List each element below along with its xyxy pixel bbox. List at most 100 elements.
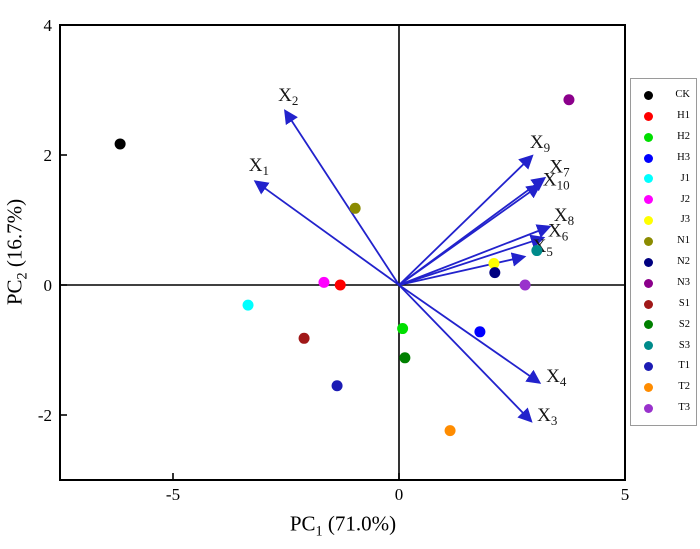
legend-item-H1: H1 (631, 107, 696, 126)
vector-label-sub: 3 (551, 413, 558, 428)
legend-label: H2 (677, 130, 690, 142)
vector-label-sub: 2 (292, 93, 299, 108)
legend-dot-icon (644, 341, 653, 351)
legend-dot-icon (644, 153, 653, 163)
vector-label-x6: X6 (548, 220, 569, 243)
legend-item-T1: T1 (631, 357, 696, 376)
vector-label-sub: 9 (544, 140, 551, 155)
x-axis-title-subscript: 1 (315, 523, 323, 540)
legend-item-S1: S1 (631, 295, 696, 314)
data-point-N2 (489, 267, 501, 279)
legend-dot-icon (644, 132, 653, 142)
vector-arrow-x5 (398, 252, 527, 286)
legend-label: J1 (680, 172, 690, 184)
legend-item-J3: J3 (631, 211, 696, 230)
y-axis-title: PC2 (16.7%) (2, 199, 31, 305)
vector-label-x8: X8 (554, 205, 574, 228)
x-axis-title: PC1 (71.0%) (290, 511, 396, 540)
legend-item-N2: N2 (631, 253, 696, 272)
vector-label-x2: X2 (278, 85, 298, 108)
legend-item-H2: H2 (631, 128, 696, 147)
plot-border (59, 24, 626, 481)
data-point-J3 (488, 258, 500, 270)
legend-dot-icon (644, 278, 653, 288)
legend-item-N1: N1 (631, 232, 696, 251)
vector-arrow-x10 (398, 184, 542, 286)
data-point-J2 (318, 276, 330, 288)
vector-label-sub: 6 (562, 228, 569, 243)
vector-label-sub: 8 (568, 213, 575, 228)
legend-label: N3 (677, 276, 690, 288)
x-tick-label: 0 (395, 485, 404, 504)
data-point-CK (114, 138, 126, 150)
legend: CK H1 H2 H3 J1 J2 J3 N1 N2 N3 S1 S2 S3 T1 T2 T3 (630, 78, 697, 426)
vector-label-x1: X1 (249, 155, 269, 178)
vector-label-base: X (554, 205, 568, 226)
vector-arrow-x6 (398, 234, 546, 286)
legend-dot-icon (644, 299, 653, 309)
vector-label-base: X (249, 155, 263, 176)
legend-label: T2 (678, 381, 690, 393)
data-point-S2 (399, 352, 411, 364)
y-tick-label: 2 (44, 146, 53, 165)
data-point-J1 (242, 299, 254, 311)
legend-dot-icon (644, 362, 653, 372)
y-axis-title-prefix: PC (2, 279, 27, 306)
vector-label-sub: 10 (557, 178, 570, 193)
legend-label: S3 (678, 339, 690, 351)
legend-label: J3 (680, 214, 690, 226)
vector-label-x10: X10 (543, 170, 570, 193)
legend-label: H1 (677, 110, 690, 122)
data-point-S3 (531, 245, 543, 257)
legend-item-S2: S2 (631, 315, 696, 334)
legend-label: S1 (678, 297, 690, 309)
y-tick-label: -2 (38, 406, 52, 425)
y-tick-label: 0 (44, 276, 53, 295)
legend-label: T3 (678, 402, 690, 414)
legend-item-J1: J1 (631, 169, 696, 188)
legend-dot-icon (644, 383, 653, 393)
y-tick-label: 4 (44, 16, 53, 35)
vector-label-base: X (543, 170, 557, 191)
data-point-H2 (397, 323, 409, 335)
x-axis-title-prefix: PC (289, 511, 316, 536)
legend-item-J2: J2 (631, 190, 696, 209)
vector-label-x3: X3 (537, 405, 557, 428)
vector-label-sub: 7 (563, 165, 570, 180)
vector-label-sub: 4 (560, 374, 567, 389)
x-tick-label: -5 (166, 485, 180, 504)
vector-label-base: X (530, 132, 544, 153)
legend-item-CK: CK (631, 86, 696, 105)
vector-arrow-x1 (253, 180, 400, 286)
legend-dot-icon (644, 195, 653, 205)
data-point-T1 (331, 380, 343, 392)
y-axis-title-suffix: (16.7%) (2, 198, 27, 273)
legend-label: N2 (677, 256, 690, 268)
legend-item-T2: T2 (631, 378, 696, 397)
legend-item-S3: S3 (631, 336, 696, 355)
vector-label-base: X (549, 157, 563, 178)
legend-label: N1 (677, 235, 690, 247)
data-point-N3 (563, 94, 575, 106)
vector-label-base: X (546, 366, 560, 387)
vector-arrow-x9 (398, 154, 534, 286)
x-axis-title-suffix: (71.0%) (322, 511, 397, 536)
data-point-H3 (474, 326, 486, 338)
legend-dot-icon (644, 403, 653, 413)
legend-dot-icon (644, 91, 653, 100)
data-point-N1 (349, 202, 361, 214)
legend-label: CK (675, 89, 690, 101)
legend-dot-icon (644, 111, 653, 121)
vector-arrow-x8 (398, 224, 552, 286)
data-point-H1 (334, 279, 346, 291)
data-point-T2 (444, 425, 456, 437)
legend-label: T1 (678, 360, 690, 372)
data-point-S1 (298, 332, 310, 344)
vector-arrow-x4 (398, 284, 542, 384)
vector-label-base: X (278, 85, 292, 106)
vector-label-sub: 1 (262, 163, 269, 178)
legend-item-N3: N3 (631, 274, 696, 293)
legend-label: J2 (680, 193, 690, 205)
